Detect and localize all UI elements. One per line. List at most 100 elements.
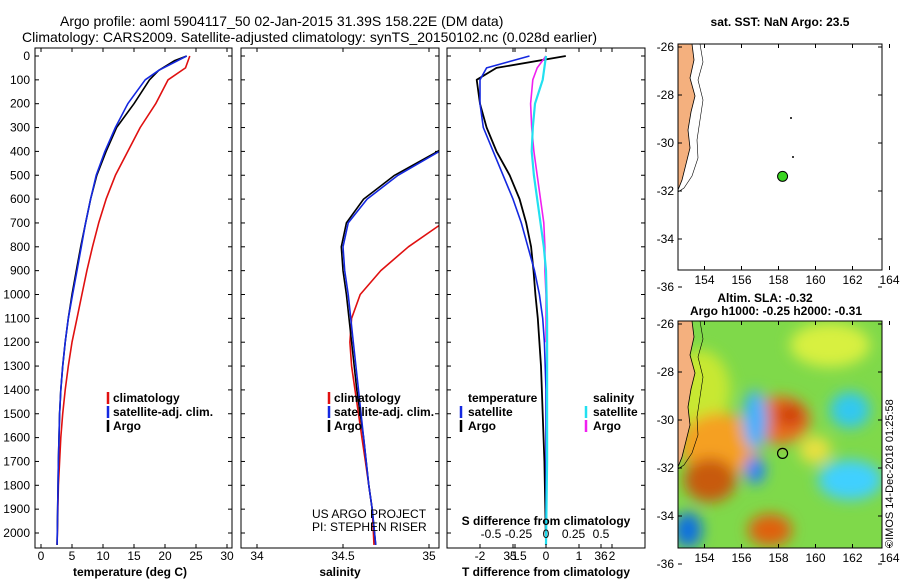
depth-tick-label: 1600 [3,431,30,445]
map-lat-label: -32 [657,461,675,475]
salinity-argo-line [340,149,439,545]
sst-map-frame [677,43,883,271]
temperature-frame [34,47,233,549]
legend-s-satellite: satellite [593,405,638,419]
island-dot [792,156,794,158]
salinity-difference-tick-label: -0.5 [481,527,502,541]
temperature-x-tick-label: 15 [127,549,141,563]
legend-satellite: satellite-adj. clim. [113,405,213,419]
map-lat-label: -26 [657,40,675,54]
temperature-x-tick-label: 5 [69,549,76,563]
depth-tick-label: 1400 [3,383,30,397]
map-lat-label: -28 [657,88,675,102]
timestamp-label: ©IMOS 14-Dec-2018 01:25:58 [884,399,896,548]
depth-tick-label: 100 [10,73,30,87]
depth-axis-labels: 0 100 200 300 400 500 600 700 800 900 1000 1100 1200… [3,49,645,540]
sla-map-frame [677,320,883,549]
legend-climatology: climatology [113,391,180,405]
map-lon-label: 162 [842,273,862,287]
legend-s-argo: Argo [593,419,621,433]
map-lat-label: -28 [657,365,675,379]
sst-map-ticks: -26 -28 -30 -32 -34 -36 154 156 158 160 162 164 [657,40,900,294]
map-lat-label: -36 [657,557,675,571]
depth-tick-label: 700 [10,216,30,230]
map-lon-label: 154 [694,273,714,287]
land-australia [678,44,696,191]
map-lat-label: -36 [657,280,675,294]
map-lat-label: -32 [657,184,675,198]
salinity-series-lines [340,149,439,545]
temperature-legend: climatology satellite-adj. clim. Argo [106,391,213,433]
temperature-climatology-line [56,55,191,545]
sla-map-ticks: -26 -28 -30 -32 -34 -36 154 156 158 160 162 164 [657,317,900,571]
legend-argo: Argo [334,419,362,433]
temperature-x-tick-label: 30 [220,549,234,563]
float-location-marker [777,170,789,182]
temperature-panel: 0 5 10 15 20 25 30 temperature (deg C) climato… [34,47,234,579]
difference-x-tick-label: -2 [475,549,486,563]
map-lon-label: 162 [842,551,862,565]
legend-argo: Argo [113,419,141,433]
difference-xlabel: T difference from climatology [462,565,630,579]
legend-t-satellite: satellite [468,405,513,419]
map-lon-label: 158 [768,273,788,287]
difference-x-tick-label: 1 [576,549,583,563]
temperature-x-tick-label: 10 [96,549,110,563]
salinity-x-tick-label: 35 [422,549,436,563]
depth-tick-label: 1300 [3,359,30,373]
legend-salinity-title: salinity [593,391,635,405]
salinity-x-tick-label: 35.5 [503,549,527,563]
map-lat-label: -34 [657,232,675,246]
salinity-difference-tick-label: 0.5 [593,527,610,541]
depth-tick-label: 500 [10,168,30,182]
depth-tick-label: 1700 [3,454,30,468]
sla-field-anomalies [678,323,882,548]
salinity-satellite-line [342,150,439,545]
salinity-difference-tick-label: 0.25 [562,527,586,541]
salinity-x-tick-label: 34 [250,549,264,563]
depth-tick-label: 0 [23,49,30,63]
depth-contour [678,321,704,470]
difference-top-label: S difference from climatology [462,514,631,528]
map-lat-label: -26 [657,317,675,331]
difference-ticks: -2 -1 0 1 2 -0.5 -0.25 0 0.25 0.5 [475,48,616,563]
island-dot [790,117,792,119]
sst-map: sat. SST: NaN Argo: 23.5 -26 -28 -30 -32 -34… [657,15,900,294]
depth-tick-label: 1100 [4,311,30,325]
salinity-climatology-line [349,224,439,545]
map-lon-label: 164 [879,273,899,287]
depth-tick-label: 400 [10,144,30,158]
sst-map-title: sat. SST: NaN Argo: 23.5 [711,15,850,29]
temperature-argo-line [56,55,187,545]
salinity-xlabel: salinity [319,565,361,579]
map-lat-label: -30 [657,413,675,427]
map-lat-label: -34 [657,509,675,523]
credit-line1: US ARGO PROJECT [312,507,427,521]
salinity-difference-tick-label: -0.25 [505,527,533,541]
depth-tick-label: 600 [10,192,30,206]
land-australia [678,321,696,468]
sla-map-title-line1: Altim. SLA: -0.32 [717,291,813,305]
temperature-xlabel: temperature (deg C) [73,565,187,579]
depth-contour [678,44,704,193]
salinity-difference-tick-label: 0 [543,527,550,541]
map-lon-label: 156 [731,273,751,287]
salinity-ticks: 34 34.5 35 35.5 36 [250,48,608,563]
temperature-ticks: 0 5 10 15 20 25 30 [38,48,234,563]
salinity-frame [240,47,440,549]
temperature-x-tick-label: 25 [189,549,203,563]
difference-x-tick-label: -1 [508,549,519,563]
temperature-x-tick-label: 0 [38,549,45,563]
temperature-x-tick-label: 20 [158,549,172,563]
map-lat-label: -30 [657,136,675,150]
sst-map-background [678,44,882,270]
float-location-marker [776,447,789,459]
depth-tick-label: 1500 [3,407,30,421]
map-lon-label: 164 [879,551,899,565]
depth-tick-label: 200 [10,97,30,111]
figure-title-line1: Argo profile: aoml 5904117_50 02-Jan-201… [60,13,503,29]
depth-tick-label: 1200 [3,335,30,349]
depth-tick-label: 1000 [3,288,30,302]
difference-panel: -2 -1 0 1 2 -0.5 -0.25 0 0.25 0.5 T difference fr… [446,47,646,579]
sla-map: Altim. SLA: -0.32 Argo h1000: -0.25 h200… [657,291,900,571]
